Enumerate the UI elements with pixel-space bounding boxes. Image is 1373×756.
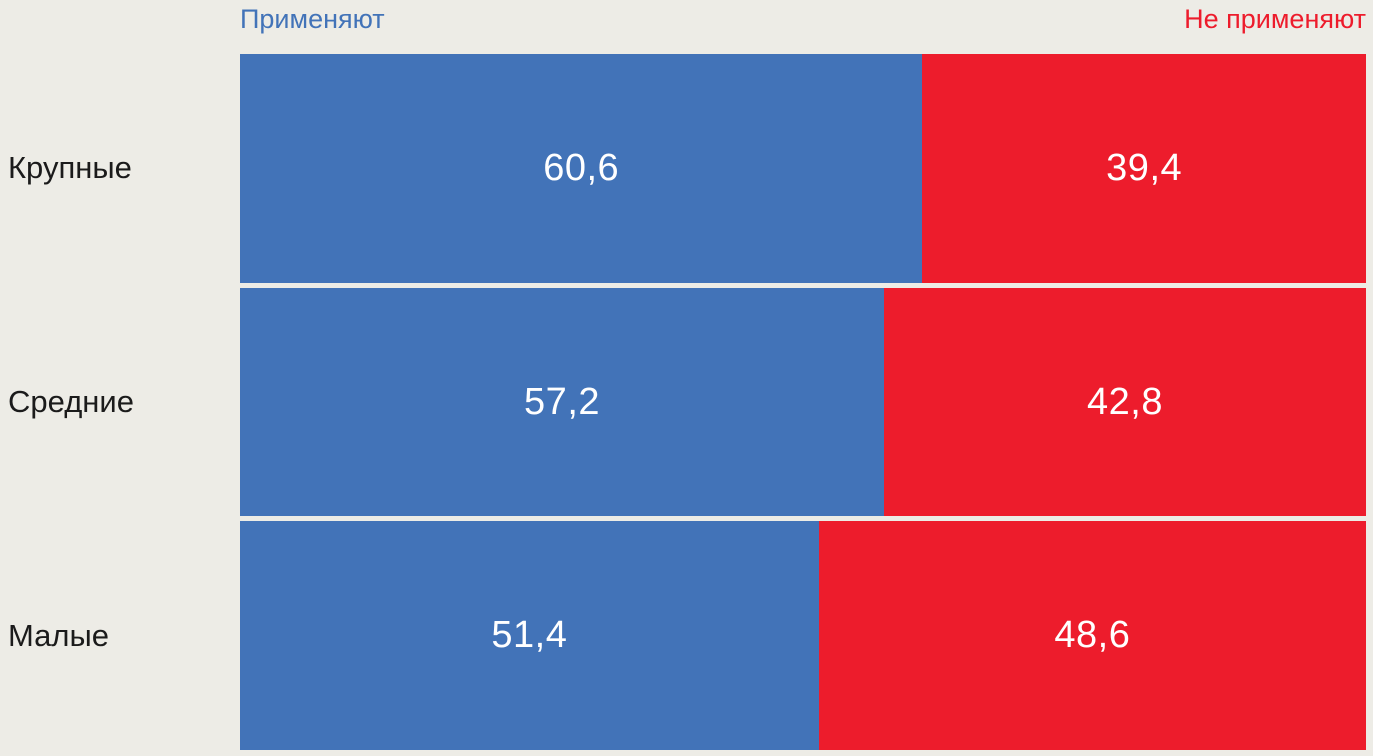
stacked-bar-small: 51,4 48,6 [240,521,1366,751]
bar-segment-not-apply: 48,6 [818,521,1366,751]
bar-segment-apply: 60,6 [240,54,923,283]
bar-segment-not-apply: 42,8 [884,287,1366,517]
stacked-bar-medium: 57,2 42,8 [240,287,1366,517]
legend-item-apply: Применяют [240,4,385,34]
value-label-apply: 51,4 [491,614,568,657]
bar-row-small: Малые 51,4 48,6 [0,521,1366,751]
stacked-bar-large: 60,6 39,4 [240,54,1366,283]
bar-rows: Крупные 60,6 39,4 Средние 57,2 42,8 [0,54,1366,751]
value-label-not-apply: 39,4 [1106,146,1183,189]
value-label-not-apply: 42,8 [1087,380,1163,423]
legend-item-not-apply: Не применяют [1184,4,1366,34]
value-label-apply: 57,2 [524,380,601,423]
category-label-small: Малые [8,617,110,653]
value-label-apply: 60,6 [543,146,620,189]
bar-row-medium: Средние 57,2 42,8 [0,287,1366,517]
legend: Применяют Не применяют [240,3,1366,35]
bar-segment-apply: 57,2 [240,287,885,517]
category-label-large: Крупные [8,150,132,186]
bar-row-large: Крупные 60,6 39,4 [0,54,1366,283]
bar-segment-not-apply: 39,4 [922,54,1366,283]
value-label-not-apply: 48,6 [1054,614,1131,657]
bar-segment-apply: 51,4 [240,521,819,751]
category-label-medium: Средние [8,384,134,419]
